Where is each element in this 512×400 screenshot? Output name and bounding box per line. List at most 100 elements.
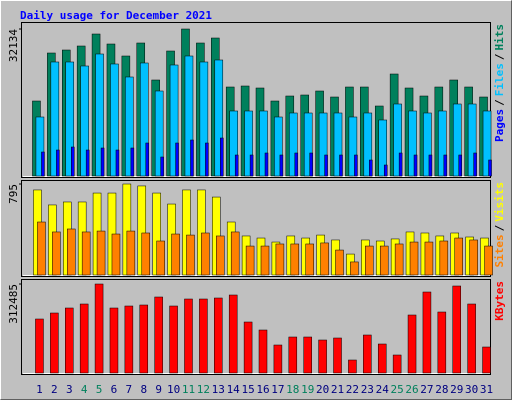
legend: Sites / Visits [493, 182, 506, 268]
bar [408, 110, 417, 177]
bar [65, 307, 74, 374]
bar [249, 154, 254, 177]
x-tick-label: 19 [301, 383, 314, 396]
panel [21, 180, 491, 277]
legend-separator: / [493, 53, 506, 60]
bar [437, 311, 447, 374]
bar [279, 154, 284, 177]
bar [290, 243, 300, 276]
x-tick-label: 11 [182, 383, 195, 396]
bar [50, 312, 59, 374]
bar [228, 294, 238, 374]
bar [484, 245, 493, 276]
bar [65, 61, 75, 177]
bar [220, 137, 224, 177]
bar [383, 164, 388, 177]
bar [109, 307, 119, 374]
bar [274, 116, 283, 177]
bar [423, 112, 432, 177]
bar [473, 152, 477, 177]
bar [201, 232, 210, 276]
bar [275, 243, 285, 276]
bar [324, 154, 328, 177]
bar [258, 329, 268, 374]
bar [369, 159, 373, 177]
x-tick-label: 5 [96, 383, 103, 396]
bar [67, 228, 76, 276]
x-tick-label: 16 [256, 383, 269, 396]
bar [52, 231, 61, 276]
bar [318, 112, 328, 177]
bar [186, 234, 195, 276]
x-tick-label: 27 [420, 383, 433, 396]
bar [305, 243, 314, 276]
bar [424, 241, 434, 276]
bar [214, 59, 224, 177]
x-tick-label: 21 [331, 383, 344, 396]
bar [273, 344, 283, 374]
bar [348, 116, 358, 177]
bar [393, 103, 402, 177]
bar [95, 53, 104, 177]
bar [467, 103, 477, 177]
bar [126, 230, 136, 276]
x-tick-label: 24 [376, 383, 390, 396]
x-tick-label: 9 [155, 383, 162, 396]
x-tick-label: 26 [405, 383, 418, 396]
legend-entry: Pages [493, 109, 506, 142]
bar [452, 285, 461, 374]
bar [243, 321, 253, 374]
bar [94, 283, 104, 374]
bar [377, 343, 387, 374]
bar [439, 240, 449, 276]
bar [407, 314, 417, 374]
bar [100, 147, 105, 177]
x-tick-label: 1 [36, 383, 43, 396]
legend-entry: Files [493, 63, 506, 96]
chart-title: Daily usage for December 2021 [20, 9, 212, 22]
bar [169, 305, 178, 374]
bar [184, 55, 194, 177]
bar [205, 142, 209, 177]
bar [482, 110, 492, 177]
bar [71, 146, 75, 177]
bar [350, 261, 359, 276]
legend-separator: / [493, 224, 506, 231]
bar [413, 154, 418, 177]
bar [339, 154, 343, 177]
bar [363, 112, 373, 177]
bar [294, 152, 299, 177]
bar [259, 110, 268, 177]
bar [365, 245, 374, 276]
bar [141, 232, 151, 276]
legend: KBytes [493, 281, 506, 321]
bar [81, 231, 91, 276]
bar [139, 304, 149, 374]
bar [333, 337, 342, 374]
x-tick-label: 31 [480, 383, 493, 396]
bar [154, 90, 164, 177]
bar [50, 61, 60, 177]
x-tick-label: 8 [140, 383, 147, 396]
x-tick-label: 20 [316, 383, 329, 396]
bar [394, 243, 404, 276]
bar [443, 154, 448, 177]
bar [244, 110, 253, 177]
x-tick-label: 18 [286, 383, 299, 396]
bar [56, 149, 60, 177]
bar [199, 298, 208, 374]
bar [111, 233, 121, 276]
bar [309, 152, 313, 177]
bar [115, 149, 120, 177]
bar [379, 245, 389, 276]
y-tick-label: 795 [7, 184, 20, 204]
x-tick-label: 4 [81, 383, 88, 396]
bar [409, 241, 419, 276]
bar [140, 62, 149, 177]
bar [454, 237, 463, 276]
bar [234, 154, 239, 177]
x-tick-label: 30 [465, 383, 478, 396]
bar [428, 154, 433, 177]
